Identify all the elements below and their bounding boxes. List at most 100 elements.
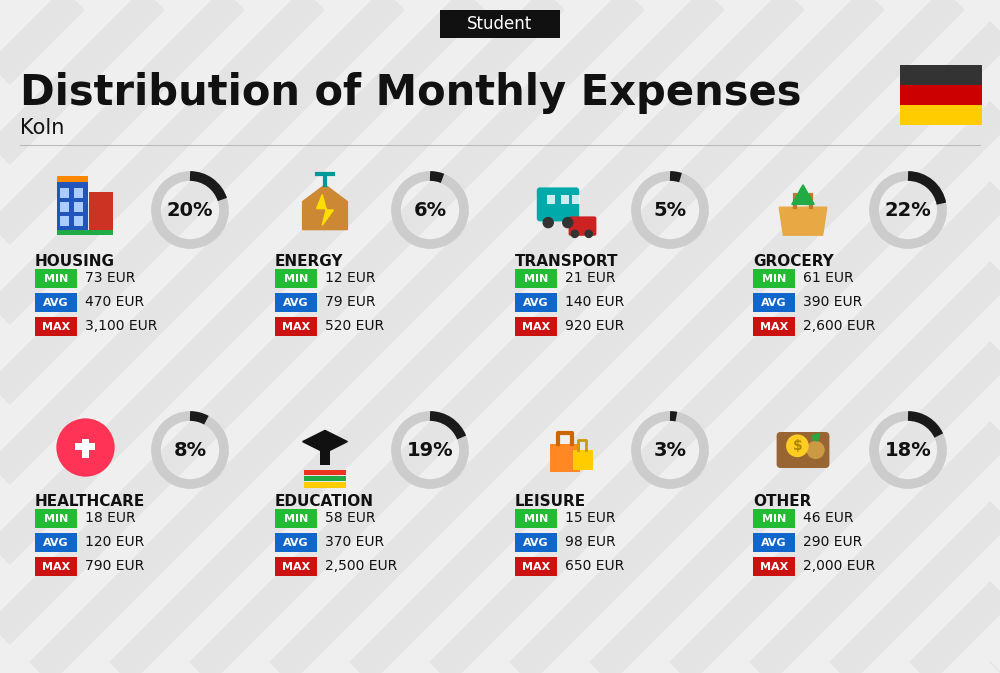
Text: 5%: 5% bbox=[653, 201, 687, 219]
FancyBboxPatch shape bbox=[275, 317, 317, 336]
Text: 920 EUR: 920 EUR bbox=[565, 320, 624, 334]
FancyBboxPatch shape bbox=[275, 557, 317, 576]
FancyBboxPatch shape bbox=[304, 476, 346, 481]
Text: 58 EUR: 58 EUR bbox=[325, 511, 376, 526]
Text: 370 EUR: 370 EUR bbox=[325, 536, 384, 549]
Text: AVG: AVG bbox=[523, 297, 549, 308]
Text: OTHER: OTHER bbox=[753, 493, 811, 509]
Text: 12 EUR: 12 EUR bbox=[325, 271, 376, 285]
Circle shape bbox=[787, 435, 808, 456]
FancyBboxPatch shape bbox=[440, 10, 560, 38]
Text: MIN: MIN bbox=[524, 273, 548, 283]
Text: AVG: AVG bbox=[761, 297, 787, 308]
Text: 18%: 18% bbox=[885, 441, 931, 460]
Text: MIN: MIN bbox=[524, 513, 548, 524]
Text: MIN: MIN bbox=[762, 513, 786, 524]
FancyBboxPatch shape bbox=[515, 269, 557, 288]
Text: 6%: 6% bbox=[413, 201, 447, 219]
Text: MIN: MIN bbox=[284, 273, 308, 283]
Text: Koln: Koln bbox=[20, 118, 64, 138]
Polygon shape bbox=[303, 431, 347, 453]
FancyBboxPatch shape bbox=[753, 533, 795, 552]
FancyBboxPatch shape bbox=[74, 202, 83, 212]
FancyBboxPatch shape bbox=[57, 229, 113, 235]
Text: 15 EUR: 15 EUR bbox=[565, 511, 616, 526]
FancyBboxPatch shape bbox=[275, 533, 317, 552]
Text: 2,500 EUR: 2,500 EUR bbox=[325, 559, 397, 573]
FancyBboxPatch shape bbox=[60, 202, 69, 212]
Text: TRANSPORT: TRANSPORT bbox=[515, 254, 618, 269]
FancyBboxPatch shape bbox=[777, 432, 829, 468]
Text: MAX: MAX bbox=[42, 322, 70, 332]
Text: 290 EUR: 290 EUR bbox=[803, 536, 862, 549]
Polygon shape bbox=[317, 194, 333, 225]
Text: 3%: 3% bbox=[654, 441, 686, 460]
FancyBboxPatch shape bbox=[900, 85, 982, 105]
Text: 8%: 8% bbox=[173, 441, 207, 460]
Circle shape bbox=[563, 217, 573, 227]
FancyBboxPatch shape bbox=[60, 188, 69, 199]
Text: MIN: MIN bbox=[762, 273, 786, 283]
FancyBboxPatch shape bbox=[515, 293, 557, 312]
Polygon shape bbox=[792, 185, 814, 205]
Text: AVG: AVG bbox=[761, 538, 787, 548]
FancyBboxPatch shape bbox=[753, 557, 795, 576]
Text: 390 EUR: 390 EUR bbox=[803, 295, 862, 310]
FancyBboxPatch shape bbox=[573, 450, 593, 470]
Text: $: $ bbox=[793, 439, 802, 453]
Polygon shape bbox=[303, 185, 347, 229]
Text: MAX: MAX bbox=[522, 561, 550, 571]
FancyBboxPatch shape bbox=[547, 194, 555, 205]
Text: 79 EUR: 79 EUR bbox=[325, 295, 376, 310]
Text: 61 EUR: 61 EUR bbox=[803, 271, 854, 285]
FancyBboxPatch shape bbox=[753, 317, 795, 336]
Text: 19%: 19% bbox=[407, 441, 453, 460]
FancyBboxPatch shape bbox=[569, 217, 596, 236]
Text: 2,600 EUR: 2,600 EUR bbox=[803, 320, 875, 334]
Text: +: + bbox=[90, 426, 102, 440]
FancyBboxPatch shape bbox=[572, 194, 580, 205]
Text: MAX: MAX bbox=[282, 561, 310, 571]
FancyBboxPatch shape bbox=[35, 269, 77, 288]
Text: MIN: MIN bbox=[284, 513, 308, 524]
FancyBboxPatch shape bbox=[753, 509, 795, 528]
FancyBboxPatch shape bbox=[515, 317, 557, 336]
Text: MIN: MIN bbox=[44, 513, 68, 524]
FancyBboxPatch shape bbox=[57, 176, 88, 182]
FancyBboxPatch shape bbox=[900, 105, 982, 125]
FancyBboxPatch shape bbox=[753, 293, 795, 312]
FancyBboxPatch shape bbox=[304, 470, 346, 475]
Text: 140 EUR: 140 EUR bbox=[565, 295, 624, 310]
Text: 650 EUR: 650 EUR bbox=[565, 559, 624, 573]
Text: AVG: AVG bbox=[283, 538, 309, 548]
Circle shape bbox=[585, 230, 592, 238]
Text: AVG: AVG bbox=[43, 538, 69, 548]
FancyBboxPatch shape bbox=[515, 509, 557, 528]
Text: MAX: MAX bbox=[760, 561, 788, 571]
Text: MAX: MAX bbox=[282, 322, 310, 332]
FancyBboxPatch shape bbox=[82, 439, 89, 458]
Text: Distribution of Monthly Expenses: Distribution of Monthly Expenses bbox=[20, 72, 802, 114]
Text: HOUSING: HOUSING bbox=[35, 254, 115, 269]
Text: GROCERY: GROCERY bbox=[753, 254, 834, 269]
Text: MIN: MIN bbox=[44, 273, 68, 283]
FancyBboxPatch shape bbox=[900, 65, 982, 85]
Text: EDUCATION: EDUCATION bbox=[275, 493, 374, 509]
FancyBboxPatch shape bbox=[275, 509, 317, 528]
FancyBboxPatch shape bbox=[275, 269, 317, 288]
Text: 470 EUR: 470 EUR bbox=[85, 295, 144, 310]
Text: AVG: AVG bbox=[523, 538, 549, 548]
Text: LEISURE: LEISURE bbox=[515, 493, 586, 509]
FancyBboxPatch shape bbox=[60, 216, 69, 226]
FancyBboxPatch shape bbox=[35, 509, 77, 528]
Text: 21 EUR: 21 EUR bbox=[565, 271, 616, 285]
FancyBboxPatch shape bbox=[74, 216, 83, 226]
FancyBboxPatch shape bbox=[550, 444, 580, 472]
FancyBboxPatch shape bbox=[275, 293, 317, 312]
FancyBboxPatch shape bbox=[515, 533, 557, 552]
Circle shape bbox=[807, 441, 824, 458]
Text: MAX: MAX bbox=[760, 322, 788, 332]
FancyBboxPatch shape bbox=[561, 194, 569, 205]
FancyBboxPatch shape bbox=[74, 188, 83, 199]
Text: ENERGY: ENERGY bbox=[275, 254, 344, 269]
